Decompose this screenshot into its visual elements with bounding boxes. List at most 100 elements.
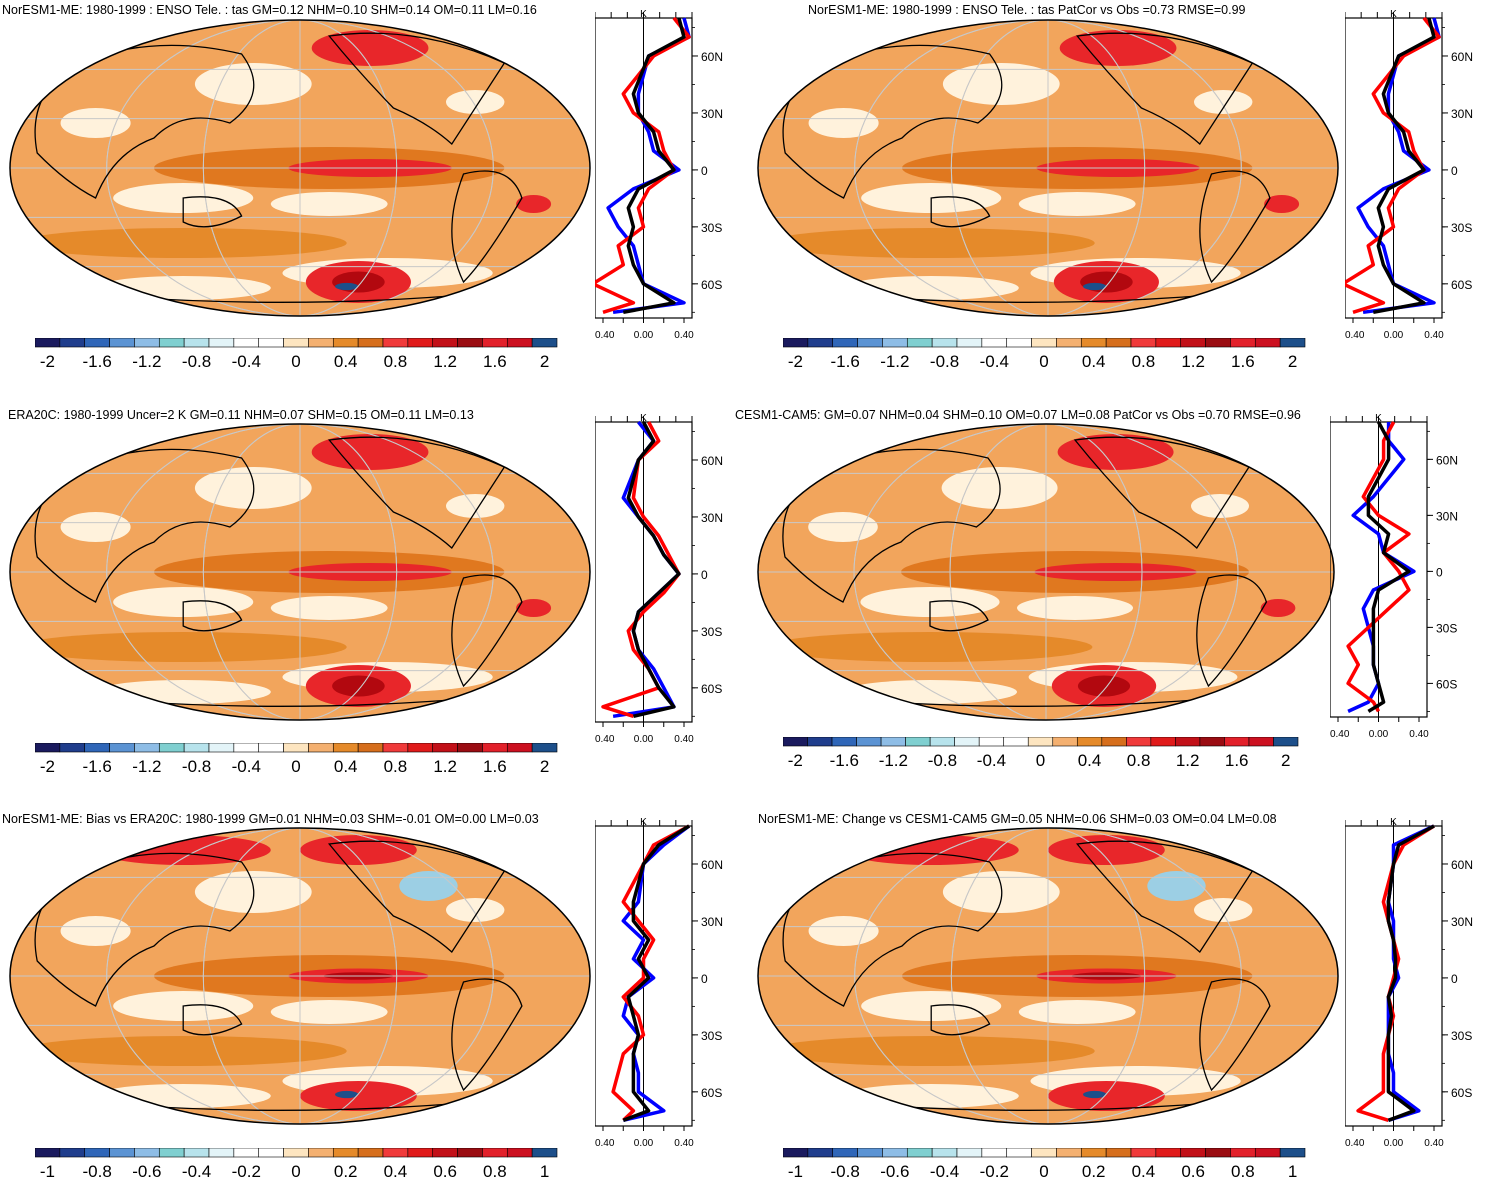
colorbar-swatch	[1175, 737, 1201, 747]
colorbar-tick-label: 0.4	[333, 352, 358, 371]
weak-anomaly-region	[270, 1000, 388, 1024]
colorbar-tick-label: 1.6	[1231, 352, 1255, 371]
southern-band	[19, 228, 347, 258]
zonal-mean-plot: 60N 30N 0 30S 60S -0.40 0.00 0.40 K	[1345, 817, 1473, 1146]
weak-anomaly-region	[1194, 90, 1253, 114]
colorbar-swatch	[1279, 1148, 1306, 1158]
zonal-series-black	[626, 421, 681, 719]
colorbar-swatch	[59, 338, 86, 348]
colorbar-swatch	[308, 1148, 334, 1158]
longitude-gridline	[950, 20, 1146, 316]
longitude-gridline	[106, 20, 494, 316]
map-border	[757, 19, 1339, 317]
colorbar-tick-label: 0	[291, 352, 301, 371]
strong-anomaly-region	[1048, 1081, 1165, 1111]
colorbar	[783, 1148, 1306, 1158]
colorbar-swatch	[906, 1148, 933, 1158]
colorbar-swatch	[332, 1148, 359, 1158]
colorbar-tick-label: -1.6	[830, 352, 860, 371]
colorbar-tick-label: 0.6	[1181, 1162, 1205, 1181]
latitude-tick-label: 60N	[1451, 50, 1473, 64]
colorbar-tick-label: 0	[1035, 751, 1046, 770]
colorbar-swatch	[981, 338, 1008, 348]
zonal-unit-label: K	[640, 413, 647, 424]
longitude-gridline	[202, 20, 398, 316]
weak-anomaly-region	[446, 494, 505, 518]
colorbar-swatch	[382, 1148, 409, 1158]
colorbar-swatch	[857, 338, 883, 348]
strong-anomaly-region	[1048, 835, 1165, 865]
colorbar-swatch	[856, 737, 882, 747]
colorbar-tick-label: -0.4	[929, 1162, 960, 1181]
cold-anomaly-spot	[335, 282, 359, 291]
colorbar-swatch	[1180, 1148, 1206, 1158]
weak-anomaly-region	[446, 90, 505, 114]
colorbar-swatch	[1130, 1148, 1157, 1158]
southern-band	[767, 1036, 1095, 1066]
colorbar-swatch	[357, 1148, 384, 1158]
colorbar-tick-label: -0.6	[880, 1162, 910, 1181]
weak-anomaly-region	[808, 108, 879, 138]
colorbar-tick-label: -1.2	[132, 352, 162, 371]
zonal-unit-label: K	[1390, 9, 1397, 20]
colorbar-swatch	[407, 743, 434, 753]
latitude-tick-label: 60S	[1451, 1086, 1472, 1100]
zonal-x-tick-label: 0.00	[634, 734, 654, 742]
zonal-unit-label: K	[1375, 413, 1382, 424]
cold-anomaly-spot	[335, 1090, 359, 1099]
latitude-tick-label: 60N	[701, 454, 723, 468]
coastline	[930, 1004, 991, 1036]
colorbar-swatch	[407, 338, 434, 348]
zonal-x-tick-label: 0.40	[1424, 1138, 1444, 1146]
colorbar-tick-label: -0.4	[231, 352, 261, 371]
colorbar-swatch	[832, 1148, 858, 1158]
colorbar-swatch	[531, 338, 558, 348]
colorbar-swatch	[1056, 1148, 1082, 1158]
colorbar-swatch	[1155, 1148, 1182, 1158]
map-plot	[757, 423, 1335, 721]
colorbar-swatch	[35, 1148, 61, 1158]
zonal-x-tick-label: -0.40	[595, 734, 615, 742]
colorbar-swatch	[531, 1148, 558, 1158]
panel-title: ERA20C: 1980-1999 Uncer=2 K GM=0.11 NHM=…	[8, 408, 474, 422]
zonal-mean-plot: 60N 30N 0 30S 60S -0.40 0.00 0.40 K	[1330, 413, 1458, 737]
colorbar-tick-label: 1	[539, 1162, 550, 1181]
colorbar-swatch	[1150, 737, 1176, 747]
colorbar-swatch	[880, 737, 906, 747]
longitude-gridline	[106, 424, 494, 720]
zonal-x-tick-label: 0.00	[634, 1138, 654, 1146]
latitude-tick-label: 0	[1451, 164, 1458, 178]
colorbar-swatch	[283, 338, 309, 348]
colorbar-swatch	[134, 1148, 160, 1158]
colorbar-tick-label: -0.8	[830, 1162, 860, 1181]
latitude-tick-label: 30N	[1451, 107, 1473, 121]
colorbar-swatch	[457, 1148, 483, 1158]
colorbar-swatch	[906, 338, 933, 348]
coastline	[1073, 436, 1250, 549]
coastline	[451, 170, 523, 284]
latitude-tick-label: 60S	[701, 278, 722, 292]
colorbar-swatch	[1031, 338, 1057, 348]
latitude-tick-label: 0	[701, 972, 708, 986]
zonal-unit-label: K	[640, 817, 647, 828]
weak-anomaly-region	[95, 1084, 271, 1108]
colorbar-swatch	[208, 743, 235, 753]
colorbar-swatch	[258, 743, 284, 753]
weak-anomaly-region	[1017, 596, 1133, 620]
colorbar-tick-label: 0	[1039, 1162, 1049, 1181]
colorbar-swatch	[332, 743, 359, 753]
colorbar-swatch	[357, 743, 384, 753]
colorbar-tick-label: 0	[1039, 352, 1049, 371]
longitude-gridline	[854, 20, 1242, 316]
colorbar-labels: -1 -0.8 -0.6 -0.4 -0.2 0 0.2 0.4 0.6 0.8 1	[35, 1162, 557, 1182]
colorbar-tick-label: 0.8	[483, 1162, 507, 1181]
colorbar-swatch	[807, 338, 834, 348]
colorbar-swatch	[134, 338, 160, 348]
map-plot	[9, 19, 591, 317]
map-plot	[9, 423, 591, 721]
colorbar-swatch	[506, 338, 533, 348]
map-border	[757, 827, 1339, 1125]
longitude-gridline	[202, 424, 398, 720]
colorbar-labels: -1 -0.8 -0.6 -0.4 -0.2 0 0.2 0.4 0.6 0.8 1	[783, 1162, 1305, 1182]
weak-anomaly-region	[1018, 192, 1136, 216]
